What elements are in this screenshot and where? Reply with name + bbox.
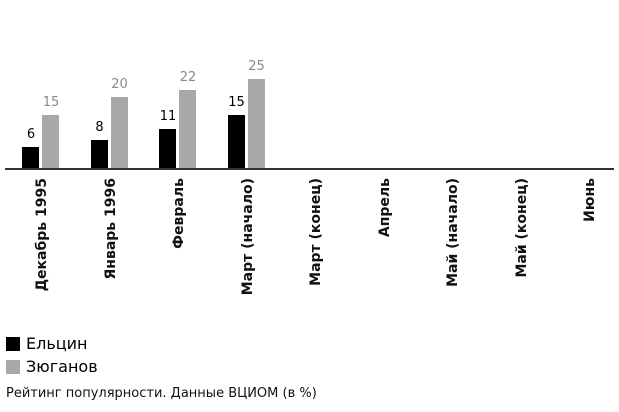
value-label: 11 bbox=[159, 108, 177, 124]
value-label: 22 bbox=[179, 69, 197, 85]
x-tick-label: Март (начало) bbox=[239, 178, 256, 296]
x-tick-label: Июнь bbox=[582, 178, 598, 222]
chart-caption: Рейтинг популярности. Данные ВЦИОМ (в %) bbox=[6, 386, 317, 401]
bar-yeltsin bbox=[22, 146, 39, 168]
x-axis-line bbox=[5, 168, 614, 170]
bar-zyuganov bbox=[42, 114, 59, 168]
bar-zyuganov bbox=[179, 89, 196, 168]
x-tick-label: Февраль bbox=[171, 178, 187, 249]
legend-swatch bbox=[6, 336, 20, 351]
value-label: 20 bbox=[111, 77, 128, 92]
legend-label: Ельцин bbox=[26, 334, 88, 353]
legend-item-yeltsin: Ельцин bbox=[6, 334, 88, 353]
x-tick-label: Декабрь 1995 bbox=[34, 178, 50, 292]
x-tick-label: Март (конец) bbox=[308, 178, 324, 286]
value-label: 25 bbox=[248, 59, 265, 75]
bar-yeltsin bbox=[90, 139, 108, 168]
x-tick-label: Май (конец) bbox=[513, 178, 530, 278]
x-tick-label: Апрель bbox=[376, 178, 393, 238]
value-label: 15 bbox=[228, 94, 245, 110]
legend-item-zyuganov: Зюганов bbox=[6, 357, 98, 376]
value-label: 8 bbox=[95, 119, 104, 135]
value-label: 6 bbox=[26, 126, 36, 142]
bar-zyuganov bbox=[110, 97, 128, 168]
x-tick-label: Май (начало) bbox=[445, 178, 461, 287]
bar-zyuganov bbox=[247, 79, 265, 168]
bar-yeltsin bbox=[227, 114, 245, 168]
legend-label: Зюганов bbox=[26, 357, 98, 376]
x-tick-label: Январь 1996 bbox=[102, 178, 119, 280]
value-label: 15 bbox=[42, 94, 60, 110]
legend-swatch bbox=[6, 359, 20, 374]
bar-yeltsin bbox=[159, 128, 176, 168]
